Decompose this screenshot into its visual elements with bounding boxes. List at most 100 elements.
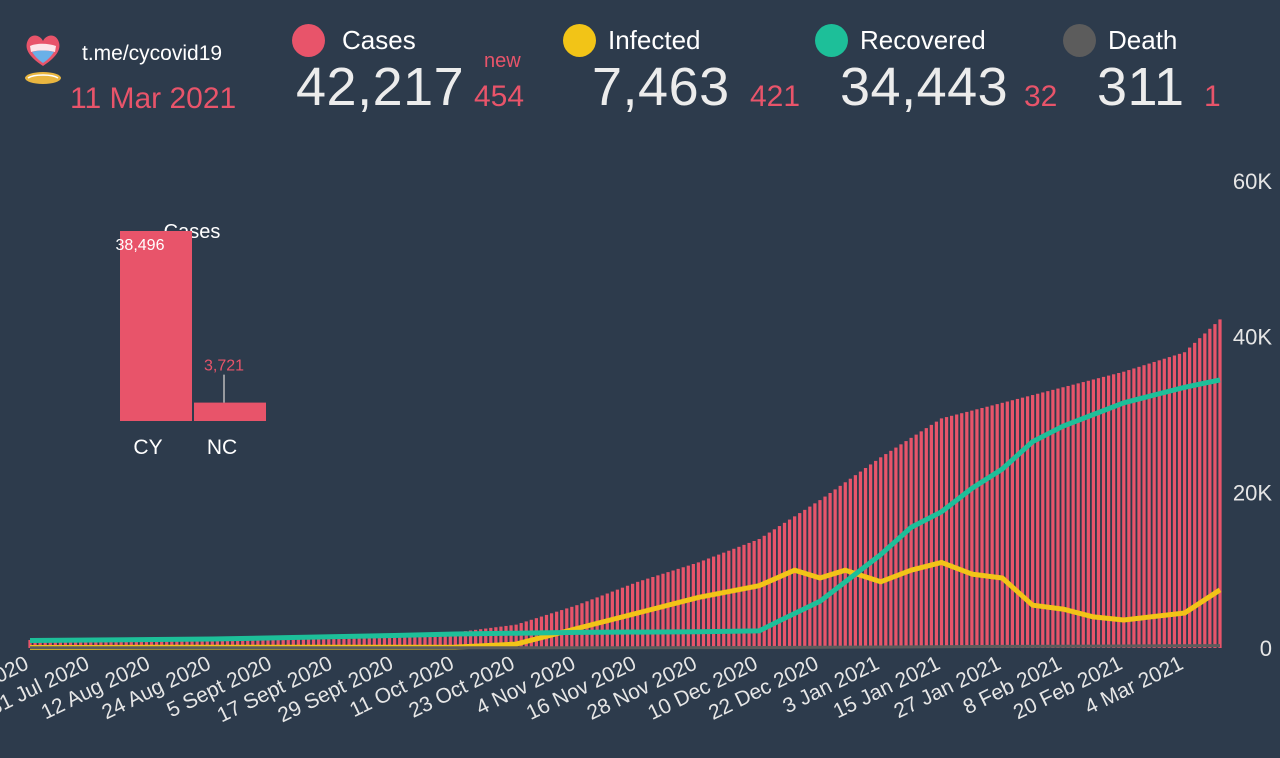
- cases-bar: [818, 500, 822, 648]
- cases-bar: [1066, 385, 1070, 648]
- cases-bar: [94, 639, 98, 648]
- cases-bar: [1091, 379, 1096, 648]
- cases-bar: [1132, 368, 1136, 648]
- cases-bar: [1137, 366, 1141, 648]
- cases-bar: [706, 558, 711, 648]
- cases-bar: [327, 635, 331, 648]
- cases-bar: [1081, 382, 1085, 648]
- cases-bar: [160, 638, 164, 648]
- cases-bar: [838, 485, 842, 648]
- cases-bar: [1036, 393, 1040, 648]
- cases-bar: [1167, 357, 1171, 648]
- cases-bar: [84, 639, 88, 648]
- cases-bar: [382, 634, 387, 648]
- infected-new: 421: [750, 80, 801, 113]
- cases-bar: [1122, 371, 1126, 648]
- cases-bar: [79, 639, 83, 648]
- cases-bar: [560, 610, 564, 648]
- cases-bar: [342, 635, 346, 648]
- cases-bar: [413, 633, 417, 648]
- cases-bar: [555, 611, 559, 648]
- recovered-total: 34,443: [840, 57, 1009, 117]
- inset-bar-cy: [120, 231, 192, 421]
- cases-bar: [423, 633, 427, 648]
- cases-bar: [696, 562, 701, 648]
- cases-bar: [347, 635, 351, 648]
- cases-bar: [701, 560, 706, 648]
- death-new: 1: [1204, 80, 1221, 113]
- cases-bar: [220, 636, 225, 648]
- cases-bar: [453, 632, 457, 648]
- cases-bar: [362, 634, 366, 648]
- cases-bar: [139, 638, 144, 648]
- cyprus-heart-logo: [22, 30, 64, 92]
- cases-bar: [868, 464, 873, 648]
- death-legend-dot: [1063, 24, 1096, 57]
- recovered-label: Recovered: [860, 25, 986, 55]
- cases-bar: [848, 478, 852, 648]
- cases-bar: [489, 627, 493, 648]
- cases-bar: [742, 544, 746, 648]
- cases-bar: [377, 634, 382, 648]
- cases-bar: [499, 626, 503, 648]
- cases-bar: [306, 635, 311, 648]
- y-tick-label: 0: [1260, 636, 1272, 661]
- recovered-line: [29, 377, 1221, 643]
- cases-bar: [271, 636, 275, 648]
- cases-bar: [357, 635, 361, 648]
- cases-bar: [1020, 397, 1025, 648]
- cases-bar: [929, 424, 933, 648]
- cases-bar: [317, 635, 321, 648]
- cases-bar: [737, 546, 741, 648]
- inset-category-label: NC: [207, 436, 237, 459]
- cases-bar: [124, 638, 128, 648]
- cases-bar: [403, 634, 407, 648]
- cases-new: 454: [474, 80, 525, 113]
- cases-bar: [777, 526, 782, 648]
- cases-bar: [1005, 401, 1009, 648]
- cases-bar: [332, 635, 336, 648]
- cases-bar: [514, 624, 518, 648]
- cases-bar: [428, 633, 432, 648]
- channel-link[interactable]: t.me/cycovid19: [82, 42, 223, 65]
- cases-bar: [58, 639, 62, 648]
- inset-bar-nc: [194, 402, 266, 421]
- cases-bar: [1031, 395, 1035, 648]
- new-tag: new: [484, 50, 521, 72]
- cases-bar: [1188, 347, 1192, 648]
- cases-bar: [676, 568, 680, 648]
- infected-legend-dot: [563, 24, 596, 57]
- cases-bar: [712, 556, 716, 648]
- cases-bar: [68, 639, 73, 648]
- cases-bar: [904, 441, 908, 648]
- cases-bar: [438, 632, 442, 648]
- cases-bar: [109, 639, 113, 648]
- cases-bar: [1152, 361, 1156, 648]
- cases-bar: [656, 575, 660, 648]
- cases-bar: [200, 637, 204, 648]
- cases-bar: [1127, 370, 1131, 648]
- cases-bar: [256, 636, 260, 648]
- cases-bar: [134, 638, 138, 648]
- cases-bar: [266, 636, 270, 648]
- cases-bar: [889, 450, 893, 648]
- cases-bar: [114, 639, 118, 648]
- cases-bar: [418, 633, 422, 648]
- cases-bar: [443, 632, 447, 648]
- cases-bar: [985, 406, 989, 648]
- cases-bar: [1076, 383, 1080, 648]
- cases-bar: [717, 554, 721, 648]
- cases-bar: [899, 444, 903, 648]
- cases-bar: [458, 631, 463, 648]
- death-label: Death: [1108, 25, 1178, 55]
- y-tick-label: 20K: [1233, 480, 1272, 505]
- cases-bar: [1112, 374, 1116, 648]
- cases-bar: [1172, 355, 1177, 648]
- cases-bar: [1142, 365, 1146, 648]
- cases-bar: [372, 634, 376, 648]
- cases-bar: [38, 639, 42, 648]
- cases-bar: [241, 636, 245, 648]
- cases-bar: [352, 635, 356, 648]
- cases-bar: [1015, 398, 1020, 648]
